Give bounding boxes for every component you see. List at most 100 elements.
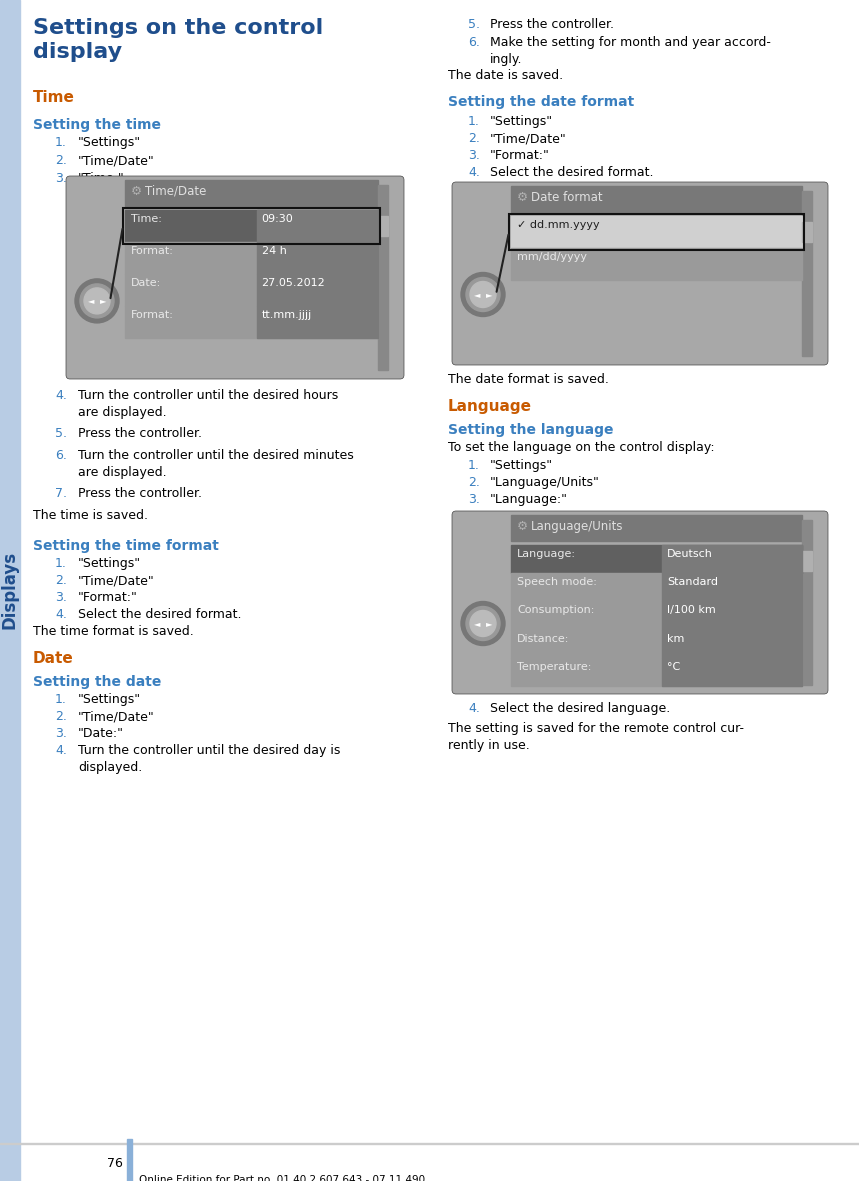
Text: 4.: 4. — [55, 389, 67, 402]
Bar — [802, 552, 812, 570]
Text: "Settings": "Settings" — [78, 693, 141, 706]
Text: 4.: 4. — [55, 608, 67, 621]
Text: Select the desired language.: Select the desired language. — [490, 702, 670, 715]
Text: Press the controller.: Press the controller. — [78, 487, 202, 500]
Text: 3.: 3. — [55, 590, 67, 603]
Circle shape — [80, 283, 114, 318]
Circle shape — [84, 288, 110, 314]
Bar — [511, 185, 802, 213]
Bar — [511, 544, 802, 573]
Text: 4.: 4. — [468, 702, 480, 715]
Bar — [0, 0, 20, 1181]
Text: 4.: 4. — [468, 167, 480, 180]
Text: Setting the time: Setting the time — [33, 118, 161, 132]
Text: 5.: 5. — [468, 18, 480, 31]
Text: l/100 km: l/100 km — [667, 606, 716, 615]
Text: Distance:: Distance: — [517, 633, 570, 644]
Bar — [125, 210, 378, 242]
Bar — [257, 274, 378, 306]
Text: The date format is saved.: The date format is saved. — [448, 373, 609, 386]
Text: 2.: 2. — [468, 476, 480, 489]
Text: "Date:": "Date:" — [78, 727, 124, 740]
Bar — [511, 658, 802, 686]
FancyBboxPatch shape — [452, 182, 828, 365]
Text: mm/dd/yyyy: mm/dd/yyyy — [517, 252, 587, 262]
Circle shape — [466, 278, 500, 312]
Bar — [378, 216, 388, 236]
Text: "Language/Units": "Language/Units" — [490, 476, 600, 489]
Text: 27.05.2012: 27.05.2012 — [261, 278, 326, 288]
Text: The setting is saved for the remote control cur-
rently in use.: The setting is saved for the remote cont… — [448, 722, 744, 752]
Text: 2.: 2. — [55, 574, 67, 587]
Text: Time/Date: Time/Date — [145, 185, 206, 198]
Bar — [511, 216, 802, 248]
Text: 4.: 4. — [55, 744, 67, 757]
Text: Make the setting for month and year accord-
ingly.: Make the setting for month and year acco… — [490, 35, 771, 66]
Bar — [511, 573, 802, 601]
Text: Select the desired format.: Select the desired format. — [490, 167, 654, 180]
Text: °C: °C — [667, 661, 680, 672]
Bar — [509, 214, 804, 250]
Text: Select the desired format.: Select the desired format. — [78, 608, 241, 621]
Text: 1.: 1. — [468, 459, 480, 472]
Bar — [127, 1138, 132, 1181]
Text: ⚙: ⚙ — [517, 520, 528, 533]
Text: 1.: 1. — [468, 115, 480, 128]
Text: ✓ dd.mm.yyyy: ✓ dd.mm.yyyy — [517, 220, 600, 230]
Text: ⚙: ⚙ — [131, 185, 143, 198]
Text: ⚙: ⚙ — [517, 191, 528, 204]
Text: Standard: Standard — [667, 578, 718, 587]
Text: 2.: 2. — [55, 710, 67, 723]
Bar — [802, 520, 812, 685]
Text: 24 h: 24 h — [261, 246, 286, 256]
Text: ►: ► — [485, 291, 492, 299]
Text: ◄: ◄ — [88, 296, 94, 306]
Bar — [662, 658, 802, 686]
Text: 1.: 1. — [55, 557, 67, 570]
Text: 1.: 1. — [55, 136, 67, 149]
Text: Date:: Date: — [131, 278, 161, 288]
Text: 3.: 3. — [55, 727, 67, 740]
Text: 3.: 3. — [468, 149, 480, 162]
Text: ►: ► — [100, 296, 107, 306]
Circle shape — [466, 607, 500, 640]
Text: "Settings": "Settings" — [78, 557, 141, 570]
Text: Time:: Time: — [131, 214, 161, 224]
Text: Setting the date format: Setting the date format — [448, 94, 634, 109]
Text: 3.: 3. — [468, 492, 480, 505]
Bar — [662, 629, 802, 658]
FancyBboxPatch shape — [452, 511, 828, 694]
Text: 1.: 1. — [55, 693, 67, 706]
Text: "Time:": "Time:" — [78, 172, 125, 185]
Text: ►: ► — [485, 619, 492, 628]
Bar — [802, 191, 812, 355]
Bar — [257, 306, 378, 338]
Text: Turn the controller until the desired hours
are displayed.: Turn the controller until the desired ho… — [78, 389, 338, 419]
Bar — [257, 210, 378, 242]
Circle shape — [470, 281, 496, 307]
Text: Language/Units: Language/Units — [531, 520, 624, 533]
Text: Language: Language — [448, 399, 532, 415]
Text: Date format: Date format — [531, 191, 603, 204]
Bar — [125, 306, 378, 338]
Text: Turn the controller until the desired day is
displayed.: Turn the controller until the desired da… — [78, 744, 340, 774]
Bar — [802, 222, 812, 242]
Text: "Time/Date": "Time/Date" — [78, 710, 155, 723]
Bar — [511, 515, 802, 541]
Bar — [511, 601, 802, 629]
Text: Format:: Format: — [131, 309, 174, 320]
FancyBboxPatch shape — [66, 176, 404, 379]
Text: "Time/Date": "Time/Date" — [78, 574, 155, 587]
Text: Consumption:: Consumption: — [517, 606, 594, 615]
Text: "Format:": "Format:" — [490, 149, 550, 162]
Text: 6.: 6. — [55, 449, 67, 462]
Text: The time is saved.: The time is saved. — [33, 509, 148, 522]
Text: Settings on the control
display: Settings on the control display — [33, 18, 323, 61]
Text: 76: 76 — [107, 1157, 123, 1170]
Bar — [125, 242, 378, 274]
Text: "Time/Date": "Time/Date" — [78, 154, 155, 167]
Text: Setting the date: Setting the date — [33, 676, 161, 689]
Text: tt.mm.jjjj: tt.mm.jjjj — [261, 309, 312, 320]
Text: 7.: 7. — [55, 487, 67, 500]
Text: "Settings": "Settings" — [78, 136, 141, 149]
